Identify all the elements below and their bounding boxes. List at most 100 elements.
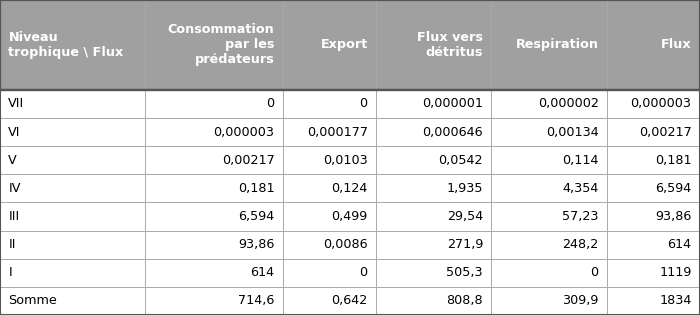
Bar [376,146,491,174]
Text: 0,124: 0,124 [331,182,368,195]
Bar [145,118,283,146]
Bar [145,287,283,315]
Bar [283,231,376,259]
Text: 0,000003: 0,000003 [631,97,692,110]
Bar [607,146,700,174]
Text: 0: 0 [360,97,368,110]
Bar [0,259,145,287]
Text: 714,6: 714,6 [238,295,274,307]
Bar [376,287,491,315]
Text: 0,000646: 0,000646 [423,125,483,139]
Text: Export: Export [321,38,368,51]
Text: 0: 0 [590,266,598,279]
Text: 1119: 1119 [659,266,692,279]
Bar [491,287,607,315]
Bar [283,0,376,90]
Bar [145,0,283,90]
Bar [283,146,376,174]
Bar [0,118,145,146]
Bar [376,90,491,118]
Text: 93,86: 93,86 [238,238,274,251]
Text: 0,181: 0,181 [238,182,274,195]
Bar [607,202,700,231]
Bar [491,118,607,146]
Text: Consommation
par les
prédateurs: Consommation par les prédateurs [168,23,274,66]
Text: VII: VII [8,97,24,110]
Bar [491,90,607,118]
Bar [283,259,376,287]
Text: II: II [8,238,16,251]
Text: 0,000001: 0,000001 [422,97,483,110]
Bar [0,90,145,118]
Text: 0,000177: 0,000177 [307,125,368,139]
Text: Flux: Flux [661,38,692,51]
Text: 1834: 1834 [659,295,692,307]
Bar [491,231,607,259]
Bar [376,202,491,231]
Bar [376,174,491,202]
Text: 0,000002: 0,000002 [538,97,598,110]
Text: 0: 0 [267,97,274,110]
Bar [0,287,145,315]
Bar [145,202,283,231]
Bar [0,0,145,90]
Bar [145,174,283,202]
Bar [376,118,491,146]
Text: 0,00217: 0,00217 [222,154,274,167]
Text: 0,000003: 0,000003 [214,125,274,139]
FancyArrow shape [0,89,700,90]
Text: 93,86: 93,86 [655,210,692,223]
Text: 614: 614 [251,266,274,279]
Text: 0: 0 [360,266,368,279]
Bar [283,118,376,146]
Bar [491,0,607,90]
Bar [607,0,700,90]
Text: I: I [8,266,12,279]
Bar [145,90,283,118]
Bar [607,90,700,118]
Text: VI: VI [8,125,21,139]
Bar [145,231,283,259]
Text: 0,181: 0,181 [655,154,692,167]
Bar [376,0,491,90]
Text: 6,594: 6,594 [238,210,274,223]
Text: 0,0542: 0,0542 [439,154,483,167]
Text: 0,0103: 0,0103 [323,154,368,167]
Bar [491,146,607,174]
Bar [145,146,283,174]
Text: 248,2: 248,2 [562,238,598,251]
Text: 0,499: 0,499 [331,210,368,223]
Bar [607,259,700,287]
Bar [0,146,145,174]
Text: 505,3: 505,3 [447,266,483,279]
Text: V: V [8,154,17,167]
Bar [0,174,145,202]
Bar [491,174,607,202]
Text: IV: IV [8,182,21,195]
Text: 0,114: 0,114 [562,154,598,167]
Bar [607,287,700,315]
Bar [0,0,700,90]
Bar [607,174,700,202]
Bar [607,118,700,146]
Text: Somme: Somme [8,295,57,307]
Bar [283,90,376,118]
Text: 57,23: 57,23 [562,210,598,223]
Text: 6,594: 6,594 [655,182,692,195]
Text: 0,642: 0,642 [331,295,368,307]
Bar [283,174,376,202]
Text: 29,54: 29,54 [447,210,483,223]
Text: 0,00134: 0,00134 [546,125,598,139]
Text: 271,9: 271,9 [447,238,483,251]
Bar [491,202,607,231]
Text: 309,9: 309,9 [562,295,598,307]
Text: 1,935: 1,935 [447,182,483,195]
Text: Respiration: Respiration [515,38,598,51]
Bar [283,287,376,315]
Text: 4,354: 4,354 [562,182,598,195]
Bar [491,259,607,287]
Text: 808,8: 808,8 [447,295,483,307]
Text: III: III [8,210,20,223]
Text: Niveau
trophique \ Flux: Niveau trophique \ Flux [8,31,124,59]
Bar [376,259,491,287]
